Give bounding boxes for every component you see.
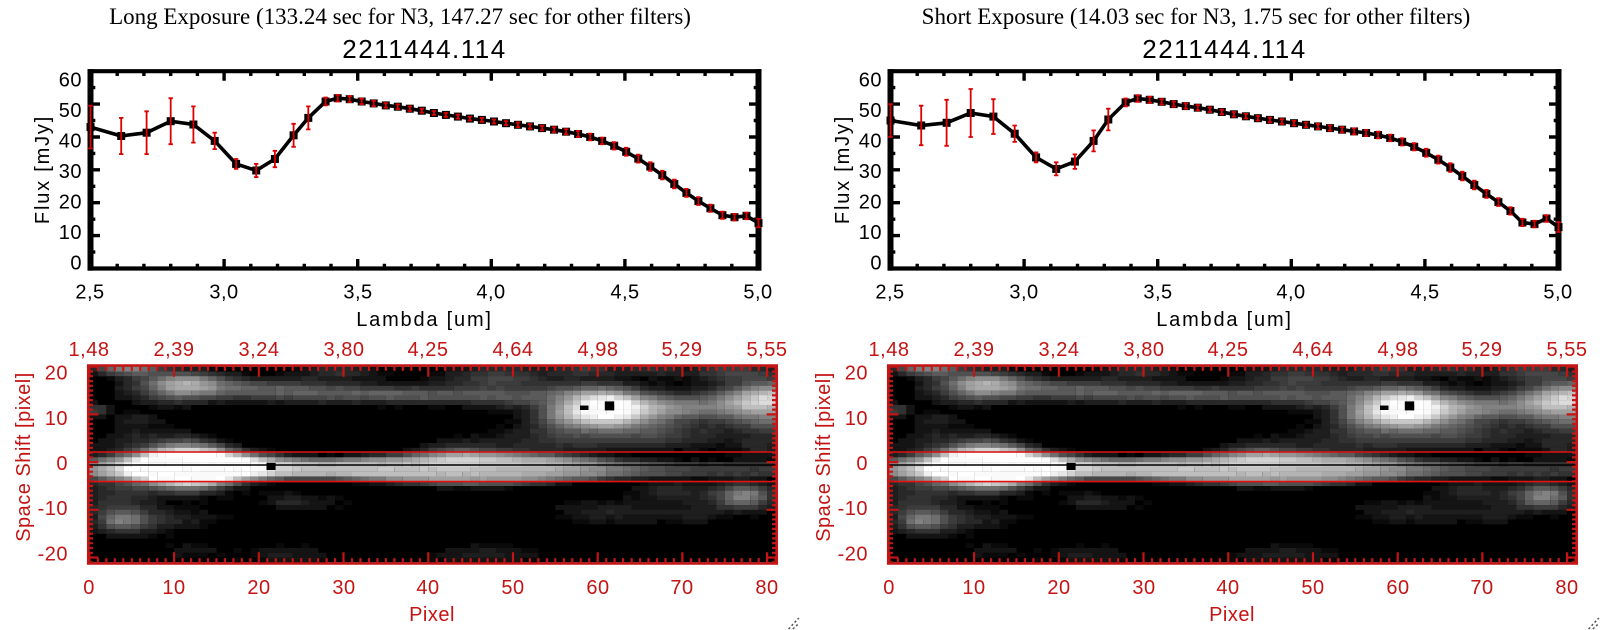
svg-text:1,48: 1,48 (69, 339, 110, 361)
svg-text:5,0: 5,0 (1543, 282, 1572, 304)
svg-text:2211444.114: 2211444.114 (1142, 34, 1306, 64)
svg-text:70: 70 (670, 577, 693, 599)
svg-text:Short Exposure (14.03 sec for: Short Exposure (14.03 sec for N3, 1.75 s… (922, 4, 1471, 29)
svg-text:4,0: 4,0 (1276, 282, 1305, 304)
svg-text:50: 50 (501, 577, 524, 599)
svg-text:40: 40 (859, 130, 882, 152)
svg-text:60: 60 (859, 69, 882, 91)
svg-text:3,80: 3,80 (324, 339, 365, 361)
svg-text:80: 80 (755, 577, 778, 599)
svg-text:5,29: 5,29 (662, 339, 703, 361)
svg-text:4,64: 4,64 (493, 339, 534, 361)
svg-text:5,55: 5,55 (747, 339, 788, 361)
svg-text:3,5: 3,5 (1143, 282, 1172, 304)
svg-text:Long Exposure (133.24 sec for: Long Exposure (133.24 sec for N3, 147.27… (109, 4, 691, 29)
svg-text:20: 20 (59, 191, 82, 213)
svg-text:4,5: 4,5 (1410, 282, 1439, 304)
svg-text:50: 50 (59, 100, 82, 122)
svg-text:40: 40 (59, 130, 82, 152)
svg-text:0: 0 (70, 252, 82, 274)
svg-text:40: 40 (416, 577, 439, 599)
svg-text:4,5: 4,5 (610, 282, 639, 304)
svg-text:-20: -20 (38, 543, 68, 565)
svg-text:10: 10 (859, 222, 882, 244)
svg-text:2,5: 2,5 (75, 282, 104, 304)
svg-text:10: 10 (45, 408, 68, 430)
svg-text:3,0: 3,0 (1009, 282, 1038, 304)
svg-text:60: 60 (586, 577, 609, 599)
svg-text:4,25: 4,25 (408, 339, 449, 361)
svg-text:0: 0 (56, 453, 68, 475)
svg-text:Lambda [um]: Lambda [um] (356, 309, 493, 331)
svg-text:Flux [mJy]: Flux [mJy] (832, 115, 854, 224)
svg-text:20: 20 (45, 363, 68, 385)
svg-text:5,0: 5,0 (743, 282, 772, 304)
svg-text:2,39: 2,39 (154, 339, 195, 361)
svg-text:30: 30 (59, 161, 82, 183)
svg-text:3,5: 3,5 (343, 282, 372, 304)
svg-text:4,0: 4,0 (476, 282, 505, 304)
svg-text:Lambda [um]: Lambda [um] (1156, 309, 1293, 331)
svg-text:0: 0 (83, 577, 95, 599)
svg-text:Flux [mJy]: Flux [mJy] (32, 115, 54, 224)
svg-text:3,0: 3,0 (209, 282, 238, 304)
svg-text:Pixel: Pixel (409, 604, 455, 626)
svg-text:3,24: 3,24 (239, 339, 280, 361)
svg-text:0: 0 (870, 252, 882, 274)
svg-text:4,98: 4,98 (578, 339, 619, 361)
svg-text:-10: -10 (38, 498, 68, 520)
svg-text:30: 30 (332, 577, 355, 599)
svg-text:2211444.114: 2211444.114 (342, 34, 506, 64)
svg-text:50: 50 (859, 100, 882, 122)
svg-text:20: 20 (247, 577, 270, 599)
svg-text:20: 20 (859, 191, 882, 213)
svg-text:10: 10 (59, 222, 82, 244)
svg-text:60: 60 (59, 69, 82, 91)
svg-text:30: 30 (859, 161, 882, 183)
svg-text:10: 10 (162, 577, 185, 599)
svg-text:2,5: 2,5 (875, 282, 904, 304)
svg-text:Space Shift [pixel]: Space Shift [pixel] (13, 372, 35, 542)
